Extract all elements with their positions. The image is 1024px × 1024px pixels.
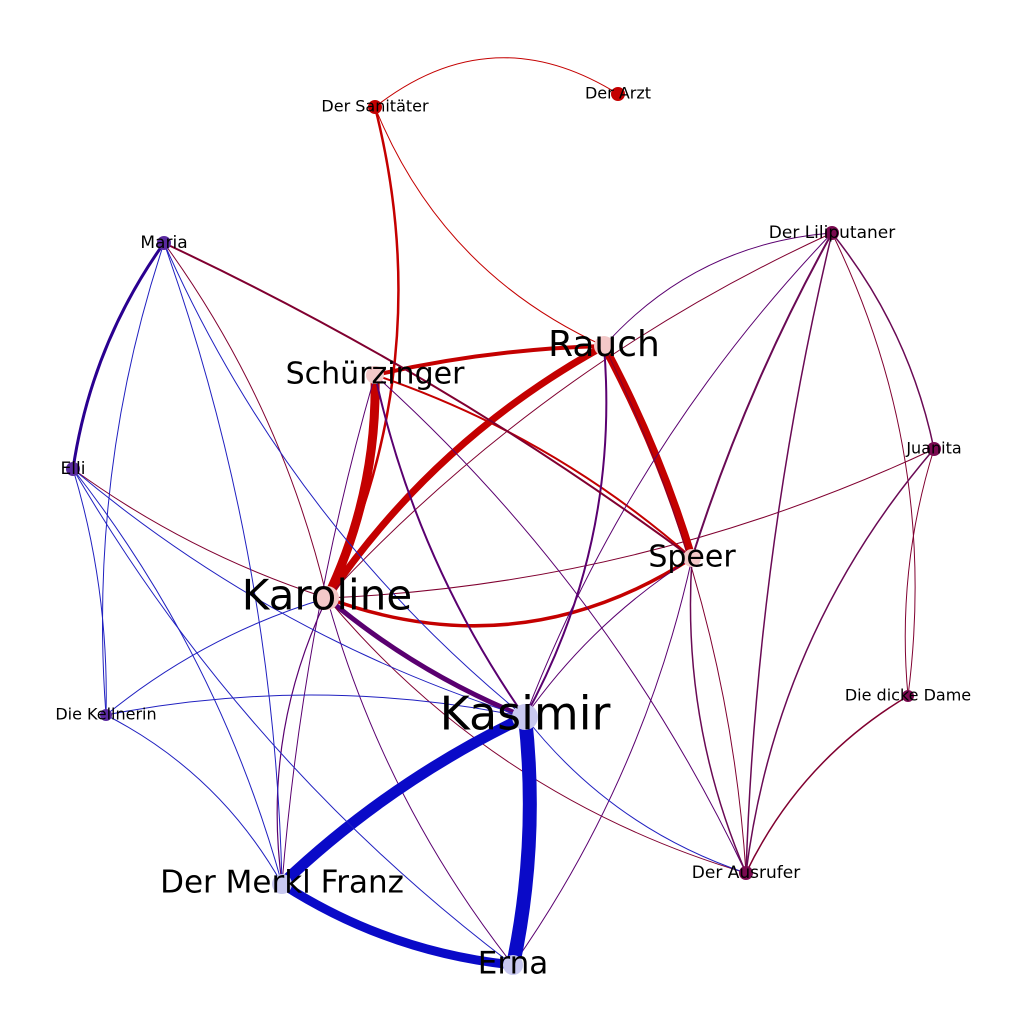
node-label-sanitaeter: Der Sanitäter	[321, 97, 429, 116]
node-maria[interactable]	[157, 236, 171, 250]
edge-rauch-speer	[600, 342, 696, 562]
node-speer[interactable]	[683, 549, 701, 567]
edge-maria-elli	[71, 241, 166, 471]
node-schuerzinger[interactable]	[366, 366, 384, 384]
node-label-liliputaner: Der Liliputaner	[769, 223, 895, 243]
edge-karoline-kellnerin	[105, 597, 328, 716]
edge-kasimir-elli	[72, 468, 526, 718]
edge-liliputaner-juanita	[831, 232, 935, 450]
edge-rauch-kasimir	[524, 345, 608, 718]
edge-karoline-rauch	[323, 342, 608, 602]
edge-rauch-ausrufer	[603, 345, 747, 874]
node-liliputaner[interactable]	[825, 226, 839, 240]
edge-liliputaner-ausrufer	[745, 232, 833, 874]
node-merkl[interactable]	[272, 874, 292, 894]
node-label-kellnerin: Die Kellnerin	[55, 705, 156, 724]
edge-karoline-liliputaner	[326, 232, 833, 599]
edge-karoline-kasimir	[324, 595, 528, 720]
edges-layer	[71, 57, 935, 972]
node-label-kasimir: Kasimir	[440, 687, 611, 741]
node-kasimir[interactable]	[512, 704, 538, 730]
node-ausrufer[interactable]	[739, 866, 753, 880]
edge-sanitaeter-arzt	[374, 57, 619, 108]
edge-juanita-ausrufer	[745, 448, 935, 874]
node-label-dickedame: Die dicke Dame	[845, 686, 971, 705]
node-kellnerin[interactable]	[100, 709, 112, 721]
node-arzt[interactable]	[611, 87, 625, 101]
node-label-rauch: Rauch	[548, 324, 660, 365]
edge-karoline-maria	[163, 242, 328, 599]
edge-merkl-maria	[163, 242, 283, 885]
edge-kasimir-kellnerin	[105, 694, 526, 718]
node-karoline[interactable]	[315, 586, 339, 610]
labels-layer: Karoline Kasimir Rauch Schürzinger Speer Der …	[55, 84, 971, 982]
edge-liliputaner-dickedame	[831, 232, 916, 697]
node-label-karoline: Karoline	[242, 571, 412, 620]
node-sanitaeter[interactable]	[368, 100, 382, 114]
edge-karoline-elli	[72, 468, 328, 599]
edge-merkl-erna	[277, 879, 518, 970]
edge-rauch-liliputaner	[603, 232, 833, 347]
node-label-schuerzinger: Schürzinger	[286, 357, 465, 392]
node-label-merkl: Der Merkl Franz	[160, 865, 404, 901]
edge-erna-elli	[72, 468, 514, 966]
edge-karoline-speer	[325, 556, 694, 628]
edge-juanita-dickedame	[904, 448, 935, 697]
node-label-elli: Elli	[61, 459, 86, 479]
edge-rauch-sanitaeter	[374, 106, 605, 347]
edge-schuerzinger-merkl	[281, 374, 376, 885]
nodes-layer	[66, 87, 941, 975]
edge-schuerzinger-ausrufer	[374, 374, 747, 874]
edge-elli-kellnerin	[72, 468, 107, 716]
node-label-juanita: Juanita	[905, 439, 961, 458]
node-erna[interactable]	[503, 955, 523, 975]
edge-speer-kasimir	[524, 557, 693, 718]
node-label-maria: Maria	[140, 233, 187, 253]
edge-maria-kellnerin	[102, 242, 165, 716]
edge-liliputaner-kasimir	[524, 232, 833, 718]
edge-speer-erna	[512, 557, 693, 966]
edge-kasimir-maria	[163, 242, 526, 718]
edge-karoline-juanita	[326, 448, 935, 599]
node-dickedame[interactable]	[902, 690, 914, 702]
node-label-ausrufer: Der Ausrufer	[692, 863, 800, 883]
edge-merkl-kellnerin	[105, 714, 283, 885]
edge-karoline-sanitaeter	[325, 105, 400, 600]
edge-kasimir-ausrufer	[524, 716, 747, 874]
node-juanita[interactable]	[927, 442, 941, 456]
edge-speer-liliputaner	[691, 232, 833, 559]
edge-dickedame-ausrufer	[745, 695, 909, 874]
edge-schuerzinger-speer	[374, 374, 693, 559]
node-rauch[interactable]	[594, 336, 614, 356]
edge-karoline-ausrufer	[326, 597, 747, 874]
edge-schuerzinger-kasimir	[374, 374, 526, 718]
edge-speer-maria	[163, 242, 693, 559]
node-label-arzt: Der Arzt	[585, 84, 651, 103]
edge-merkl-elli	[72, 468, 283, 885]
edge-kasimir-merkl	[276, 711, 531, 890]
edge-kasimir-erna	[506, 710, 537, 972]
node-label-speer: Speer	[648, 540, 736, 575]
edge-speer-ausrufer	[689, 557, 747, 874]
node-elli[interactable]	[66, 462, 80, 476]
edge-karoline-merkl	[276, 597, 328, 885]
node-label-erna: Erna	[478, 946, 548, 982]
